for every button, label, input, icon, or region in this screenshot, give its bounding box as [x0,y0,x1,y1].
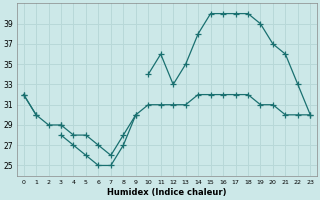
X-axis label: Humidex (Indice chaleur): Humidex (Indice chaleur) [107,188,227,197]
